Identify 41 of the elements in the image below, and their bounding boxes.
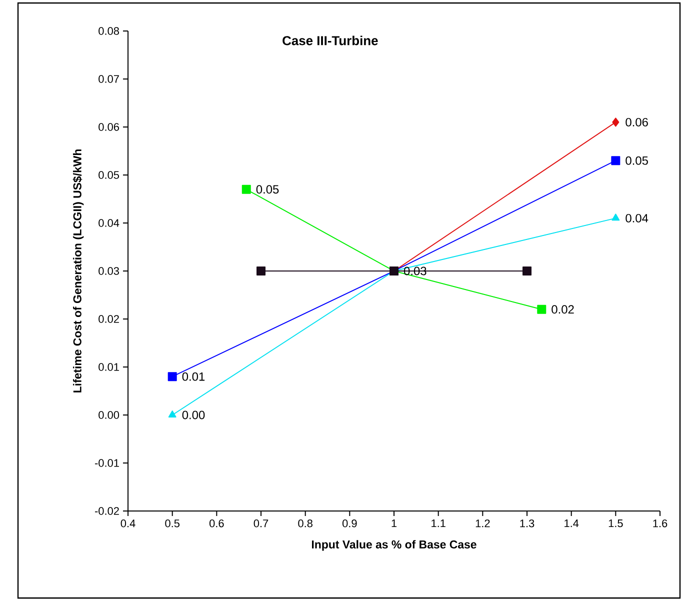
- data-label: 0.04: [626, 214, 648, 222]
- x-axis-title: Input Value as % of Base Case: [312, 540, 476, 551]
- y-tick-label: -0.01: [94, 459, 119, 467]
- point: [168, 372, 177, 382]
- x-tick-label: 1.2: [476, 520, 490, 528]
- y-tick-label: 0.04: [98, 219, 120, 227]
- y-tick-label: 0.01: [98, 363, 119, 371]
- y-tick-label: 0.03: [98, 267, 119, 275]
- x-tick-label: 1.4: [564, 520, 579, 528]
- y-tick-label: 0.07: [98, 75, 119, 83]
- y-tick-label: 0.06: [98, 123, 119, 131]
- point: [522, 266, 532, 276]
- chart-title: Case III-Turbine: [282, 36, 378, 46]
- x-tick-label: 1.6: [653, 520, 668, 528]
- data-label: 0.00: [182, 410, 205, 420]
- point: [242, 184, 251, 194]
- point: [612, 118, 620, 127]
- x-tick-label: 1: [392, 520, 397, 528]
- x-tick-label: 0.7: [254, 520, 268, 528]
- data-label: 0.02: [552, 305, 574, 314]
- x-tick-label: 0.5: [165, 520, 180, 528]
- x-tick-label: 1.3: [520, 520, 534, 528]
- data-label: 0.06: [626, 118, 648, 126]
- data-label: 0.05: [626, 156, 648, 165]
- point: [537, 304, 546, 314]
- y-tick-label: 0.00: [98, 411, 120, 419]
- x-tick-label: 1.5: [608, 520, 623, 528]
- y-axis-title: Lifetime Cost of Generation (LCGII) US$/kWh: [72, 149, 84, 392]
- x-tick-label: 0.8: [298, 520, 312, 528]
- data-label: 0.05: [256, 185, 279, 194]
- x-tick-label: 0.6: [209, 520, 224, 528]
- point: [256, 266, 266, 276]
- point: [611, 156, 620, 166]
- data-label: 0.01: [182, 372, 205, 381]
- y-tick-label: 0.05: [98, 171, 120, 179]
- y-tick-label: 0.08: [98, 27, 119, 35]
- x-tick-label: 0.9: [342, 520, 357, 528]
- x-tick-label: 0.4: [120, 520, 136, 528]
- x-tick-label: 1.1: [432, 520, 446, 528]
- y-tick-label: -0.02: [94, 507, 119, 515]
- y-tick-label: 0.02: [98, 315, 119, 323]
